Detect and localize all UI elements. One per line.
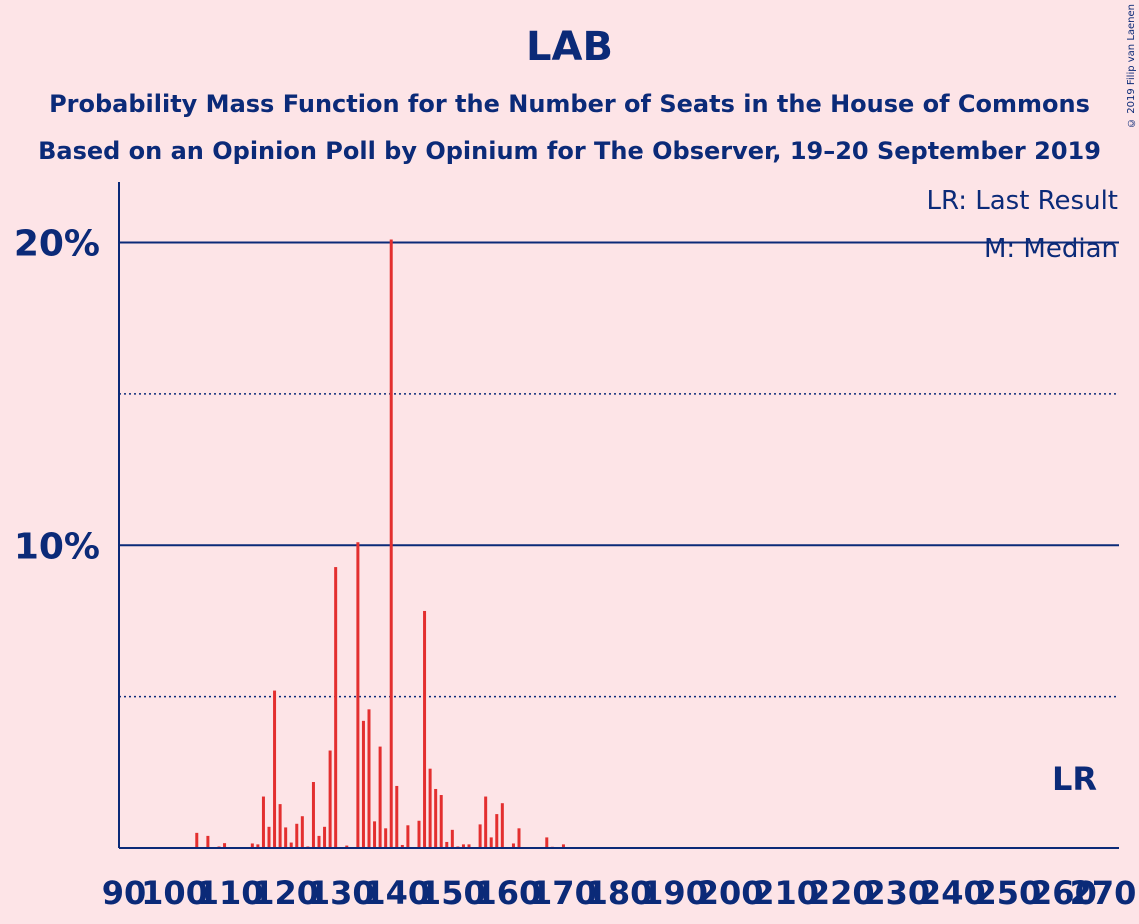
bar	[500, 803, 504, 848]
bar	[478, 824, 482, 848]
chart-title: LAB	[526, 24, 613, 70]
bar	[467, 844, 471, 848]
bar	[439, 795, 443, 848]
legend-last-result: LR: Last Result	[926, 186, 1118, 216]
bar	[367, 709, 371, 848]
bar	[461, 844, 465, 848]
chart-subtitle-1: Probability Mass Function for the Number…	[49, 90, 1090, 118]
bar	[289, 842, 293, 848]
bar	[311, 782, 315, 848]
bar	[495, 814, 499, 848]
y-tick-label: 10%	[14, 526, 100, 567]
x-tick-label: 140	[363, 874, 430, 912]
x-tick-label: 160	[474, 874, 541, 912]
bar	[450, 829, 454, 848]
bar	[361, 720, 365, 848]
x-tick-label: 270	[1070, 874, 1137, 912]
bar	[195, 832, 199, 848]
x-tick-label: 120	[252, 874, 319, 912]
bar	[434, 788, 438, 848]
bar	[400, 844, 404, 848]
bar	[300, 816, 304, 848]
bar	[328, 750, 332, 848]
bar	[423, 610, 427, 848]
x-tick-label: 130	[308, 874, 375, 912]
bar	[273, 690, 277, 848]
legend-median: M: Median	[984, 234, 1118, 264]
bar	[334, 567, 338, 848]
bar	[517, 828, 521, 848]
bar	[384, 828, 388, 848]
x-tick-label: 110	[197, 874, 264, 912]
bar	[345, 845, 349, 848]
bar	[261, 796, 265, 848]
x-tick-label: 250	[974, 874, 1041, 912]
bar	[417, 820, 421, 848]
x-tick-labels: 9010011012013014015016017018019020021022…	[102, 874, 1137, 912]
bar	[395, 785, 399, 848]
bar	[406, 825, 410, 848]
y-tick-labels: 10% 20%	[14, 224, 100, 568]
bar	[223, 843, 227, 848]
bar	[373, 821, 377, 848]
bar	[206, 835, 210, 848]
bar	[445, 841, 449, 848]
x-tick-label: 90	[102, 874, 147, 912]
bar	[561, 844, 565, 848]
bar	[284, 827, 288, 848]
x-tick-label: 240	[919, 874, 986, 912]
bar	[545, 837, 549, 848]
bar	[267, 826, 271, 848]
grid-lines	[119, 241, 1119, 698]
x-tick-label: 260	[1030, 874, 1097, 912]
last-result-marker-label: LR	[1052, 760, 1097, 798]
bar	[428, 768, 432, 848]
x-tick-label: 180	[586, 874, 653, 912]
x-tick-label: 150	[419, 874, 486, 912]
bar	[378, 746, 382, 848]
bar	[389, 239, 393, 848]
bar	[484, 796, 488, 848]
axes	[118, 182, 1119, 849]
y-tick-label: 20%	[14, 224, 100, 265]
bar	[323, 826, 327, 848]
bar	[511, 843, 515, 848]
x-tick-label: 220	[808, 874, 875, 912]
bar	[489, 837, 493, 848]
x-tick-label: 200	[697, 874, 764, 912]
bar	[356, 542, 360, 848]
bar	[278, 804, 282, 848]
x-tick-label: 190	[641, 874, 708, 912]
bar-series	[156, 239, 577, 848]
x-tick-label: 170	[530, 874, 597, 912]
bar	[295, 823, 299, 848]
x-tick-label: 210	[752, 874, 819, 912]
x-tick-label: 230	[863, 874, 930, 912]
bar	[256, 844, 260, 848]
bar	[317, 835, 321, 848]
x-tick-label: 100	[141, 874, 208, 912]
bar	[250, 843, 254, 848]
chart-subtitle-2: Based on an Opinion Poll by Opinium for …	[38, 137, 1101, 165]
